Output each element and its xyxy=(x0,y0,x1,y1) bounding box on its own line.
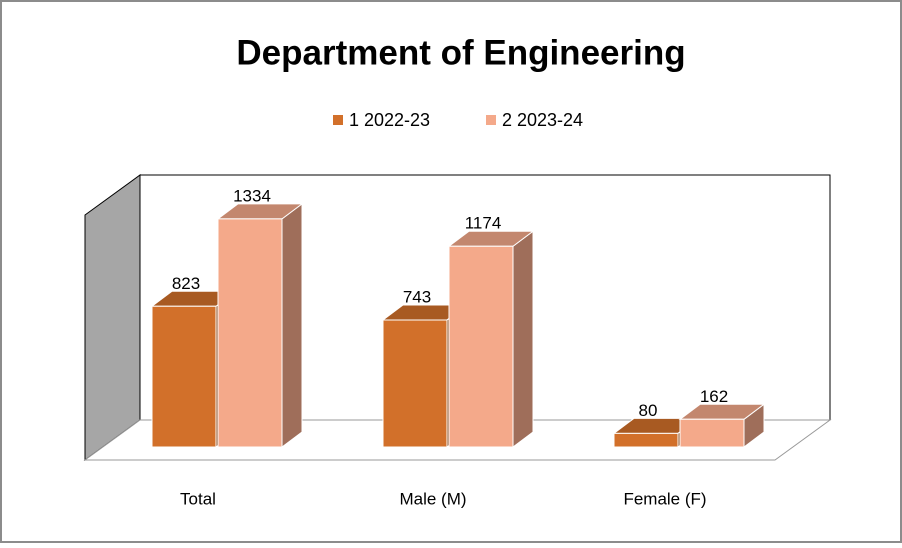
x-tick-label: Female (F) xyxy=(623,489,706,508)
legend-label: 1 2022-23 xyxy=(349,110,430,130)
data-label: 743 xyxy=(403,287,431,306)
bar-front xyxy=(448,245,514,448)
data-label: 1334 xyxy=(233,186,271,205)
legend-label: 2 2023-24 xyxy=(502,110,583,130)
legend-swatch xyxy=(333,115,343,125)
legend-swatch xyxy=(486,115,496,125)
bar-front xyxy=(151,305,217,448)
data-label: 823 xyxy=(172,274,200,293)
chart-title: Department of Engineering xyxy=(236,33,685,72)
bar-side xyxy=(281,202,303,448)
x-tick-label: Male (M) xyxy=(399,489,466,508)
side-wall xyxy=(84,174,141,461)
bar-front xyxy=(679,418,745,448)
x-tick-label: Total xyxy=(180,489,216,508)
bar xyxy=(678,403,766,448)
bar-front xyxy=(382,319,448,448)
bar-front xyxy=(217,218,283,448)
bar xyxy=(447,230,535,448)
data-label: 80 xyxy=(639,401,658,420)
bar-side xyxy=(512,230,534,448)
bar xyxy=(216,202,304,448)
bar-front xyxy=(613,432,679,448)
data-label: 162 xyxy=(700,387,728,406)
data-label: 1174 xyxy=(465,214,502,233)
